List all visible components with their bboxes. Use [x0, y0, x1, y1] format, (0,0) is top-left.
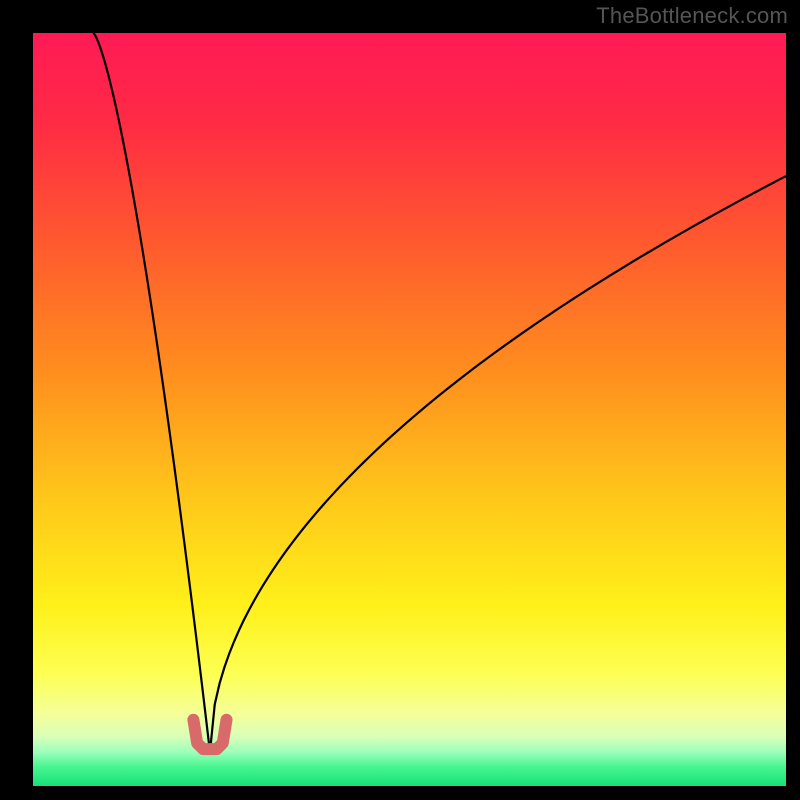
- watermark-text: TheBottleneck.com: [596, 3, 788, 29]
- trough-marker: [193, 720, 226, 749]
- bottleneck-curve: [93, 33, 786, 752]
- curve-layer: [33, 33, 786, 786]
- plot-area: [33, 33, 786, 786]
